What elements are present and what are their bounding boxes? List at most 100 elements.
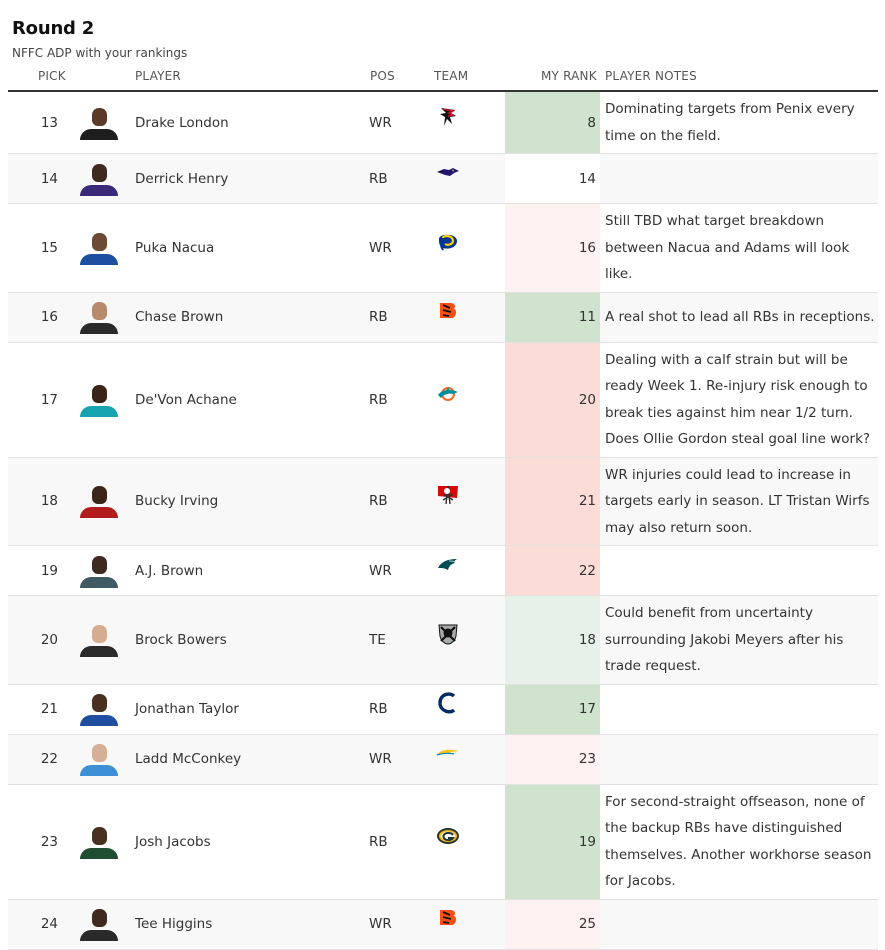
my-rank: 8: [505, 92, 600, 154]
table-row: 18 Bucky Irving RB 21 WR injuries could lead…: [8, 457, 878, 546]
my-rank: 20: [505, 342, 600, 458]
player-position: WR: [369, 899, 433, 950]
team-logo: [433, 684, 505, 735]
table-row: 13 Drake London WR 8 Dominating targets from…: [8, 92, 878, 154]
header-team: TEAM: [434, 69, 469, 83]
player-position: WR: [369, 92, 433, 154]
table-row: 23 Josh Jacobs RB 19 For second-straight off…: [8, 784, 878, 900]
player-notes: Could benefit from uncertainty surroundi…: [600, 595, 878, 685]
player-name: Puka Nacua: [135, 203, 369, 293]
player-notes: WR injuries could lead to increase in ta…: [600, 457, 878, 546]
table-row: 14 Derrick Henry RB 14: [8, 153, 878, 204]
table-row: 17 De'Von Achane RB 20 Dealing with a calf s…: [8, 342, 878, 458]
player-name: Jonathan Taylor: [135, 684, 369, 735]
team-logo: [433, 899, 505, 950]
player-photo: [68, 92, 135, 154]
player-position: TE: [369, 595, 433, 685]
player-notes: Dealing with a calf strain but will be r…: [600, 342, 878, 458]
player-photo: [68, 684, 135, 735]
pick-number: 19: [8, 545, 68, 596]
player-position: WR: [369, 203, 433, 293]
my-rank: 23: [505, 734, 600, 785]
player-photo: [68, 457, 135, 546]
player-name: Chase Brown: [135, 292, 369, 343]
player-avatar-icon: [79, 825, 119, 859]
player-notes: [600, 684, 878, 735]
rankings-table: 13 Drake London WR 8 Dominating targets from…: [8, 92, 878, 950]
player-avatar-icon: [79, 106, 119, 140]
player-name: Josh Jacobs: [135, 784, 369, 900]
player-photo: [68, 203, 135, 293]
player-name: Ladd McConkey: [135, 734, 369, 785]
player-avatar-icon: [79, 383, 119, 417]
my-rank: 25: [505, 899, 600, 950]
header-my-rank: MY RANK: [541, 69, 597, 83]
pick-number: 22: [8, 734, 68, 785]
player-notes: [600, 899, 878, 950]
player-notes: A real shot to lead all RBs in reception…: [600, 292, 878, 343]
team-logo: [433, 153, 505, 204]
pick-number: 13: [8, 92, 68, 154]
team-logo: [433, 545, 505, 596]
rankings-page: Round 2 NFFC ADP with your rankings PICK…: [8, 18, 878, 950]
team-logo: [433, 457, 505, 546]
header-divider: [8, 90, 878, 92]
pick-number: 14: [8, 153, 68, 204]
player-avatar-icon: [79, 692, 119, 726]
pick-number: 24: [8, 899, 68, 950]
player-name: A.J. Brown: [135, 545, 369, 596]
player-name: Bucky Irving: [135, 457, 369, 546]
player-photo: [68, 545, 135, 596]
pick-number: 21: [8, 684, 68, 735]
header-player-notes: PLAYER NOTES: [605, 69, 697, 83]
table-row: 16 Chase Brown RB 11 A real shot to lead all…: [8, 292, 878, 343]
dolphins-logo-icon: [435, 381, 461, 407]
pick-number: 15: [8, 203, 68, 293]
player-name: Drake London: [135, 92, 369, 154]
header-player: PLAYER: [135, 69, 181, 83]
pick-number: 16: [8, 292, 68, 343]
buccaneers-logo-icon: [435, 482, 461, 508]
player-position: RB: [369, 784, 433, 900]
player-photo: [68, 734, 135, 785]
player-position: WR: [369, 545, 433, 596]
my-rank: 21: [505, 457, 600, 546]
player-photo: [68, 292, 135, 343]
table-row: 22 Ladd McConkey WR 23: [8, 734, 878, 785]
page-title: Round 2: [12, 18, 95, 39]
player-name: Tee Higgins: [135, 899, 369, 950]
player-notes: Still TBD what target breakdown between …: [600, 203, 878, 293]
player-photo: [68, 784, 135, 900]
player-position: RB: [369, 292, 433, 343]
raiders-logo-icon: [435, 621, 461, 647]
player-photo: [68, 153, 135, 204]
player-name: Derrick Henry: [135, 153, 369, 204]
player-avatar-icon: [79, 554, 119, 588]
my-rank: 22: [505, 545, 600, 596]
team-logo: [433, 92, 505, 154]
my-rank: 14: [505, 153, 600, 204]
bengals-logo-icon: [435, 298, 461, 324]
falcons-logo-icon: [435, 104, 461, 130]
header-pos: POS: [370, 69, 395, 83]
my-rank: 17: [505, 684, 600, 735]
player-notes: For second-straight offseason, none of t…: [600, 784, 878, 900]
ravens-logo-icon: [435, 160, 461, 186]
player-position: RB: [369, 342, 433, 458]
player-notes: [600, 545, 878, 596]
player-notes: Dominating targets from Penix every time…: [600, 92, 878, 154]
my-rank: 18: [505, 595, 600, 685]
my-rank: 11: [505, 292, 600, 343]
pick-number: 17: [8, 342, 68, 458]
player-position: RB: [369, 457, 433, 546]
player-avatar-icon: [79, 742, 119, 776]
player-avatar-icon: [79, 484, 119, 519]
table-row: 21 Jonathan Taylor RB 17: [8, 684, 878, 735]
player-photo: [68, 595, 135, 685]
player-avatar-icon: [79, 623, 119, 657]
table-row: 20 Brock Bowers TE 18 Could benefit from unc…: [8, 595, 878, 685]
pick-number: 18: [8, 457, 68, 546]
table-row: 19 A.J. Brown WR 22: [8, 545, 878, 596]
table-row: 24 Tee Higgins WR 25: [8, 899, 878, 950]
team-logo: [433, 734, 505, 785]
